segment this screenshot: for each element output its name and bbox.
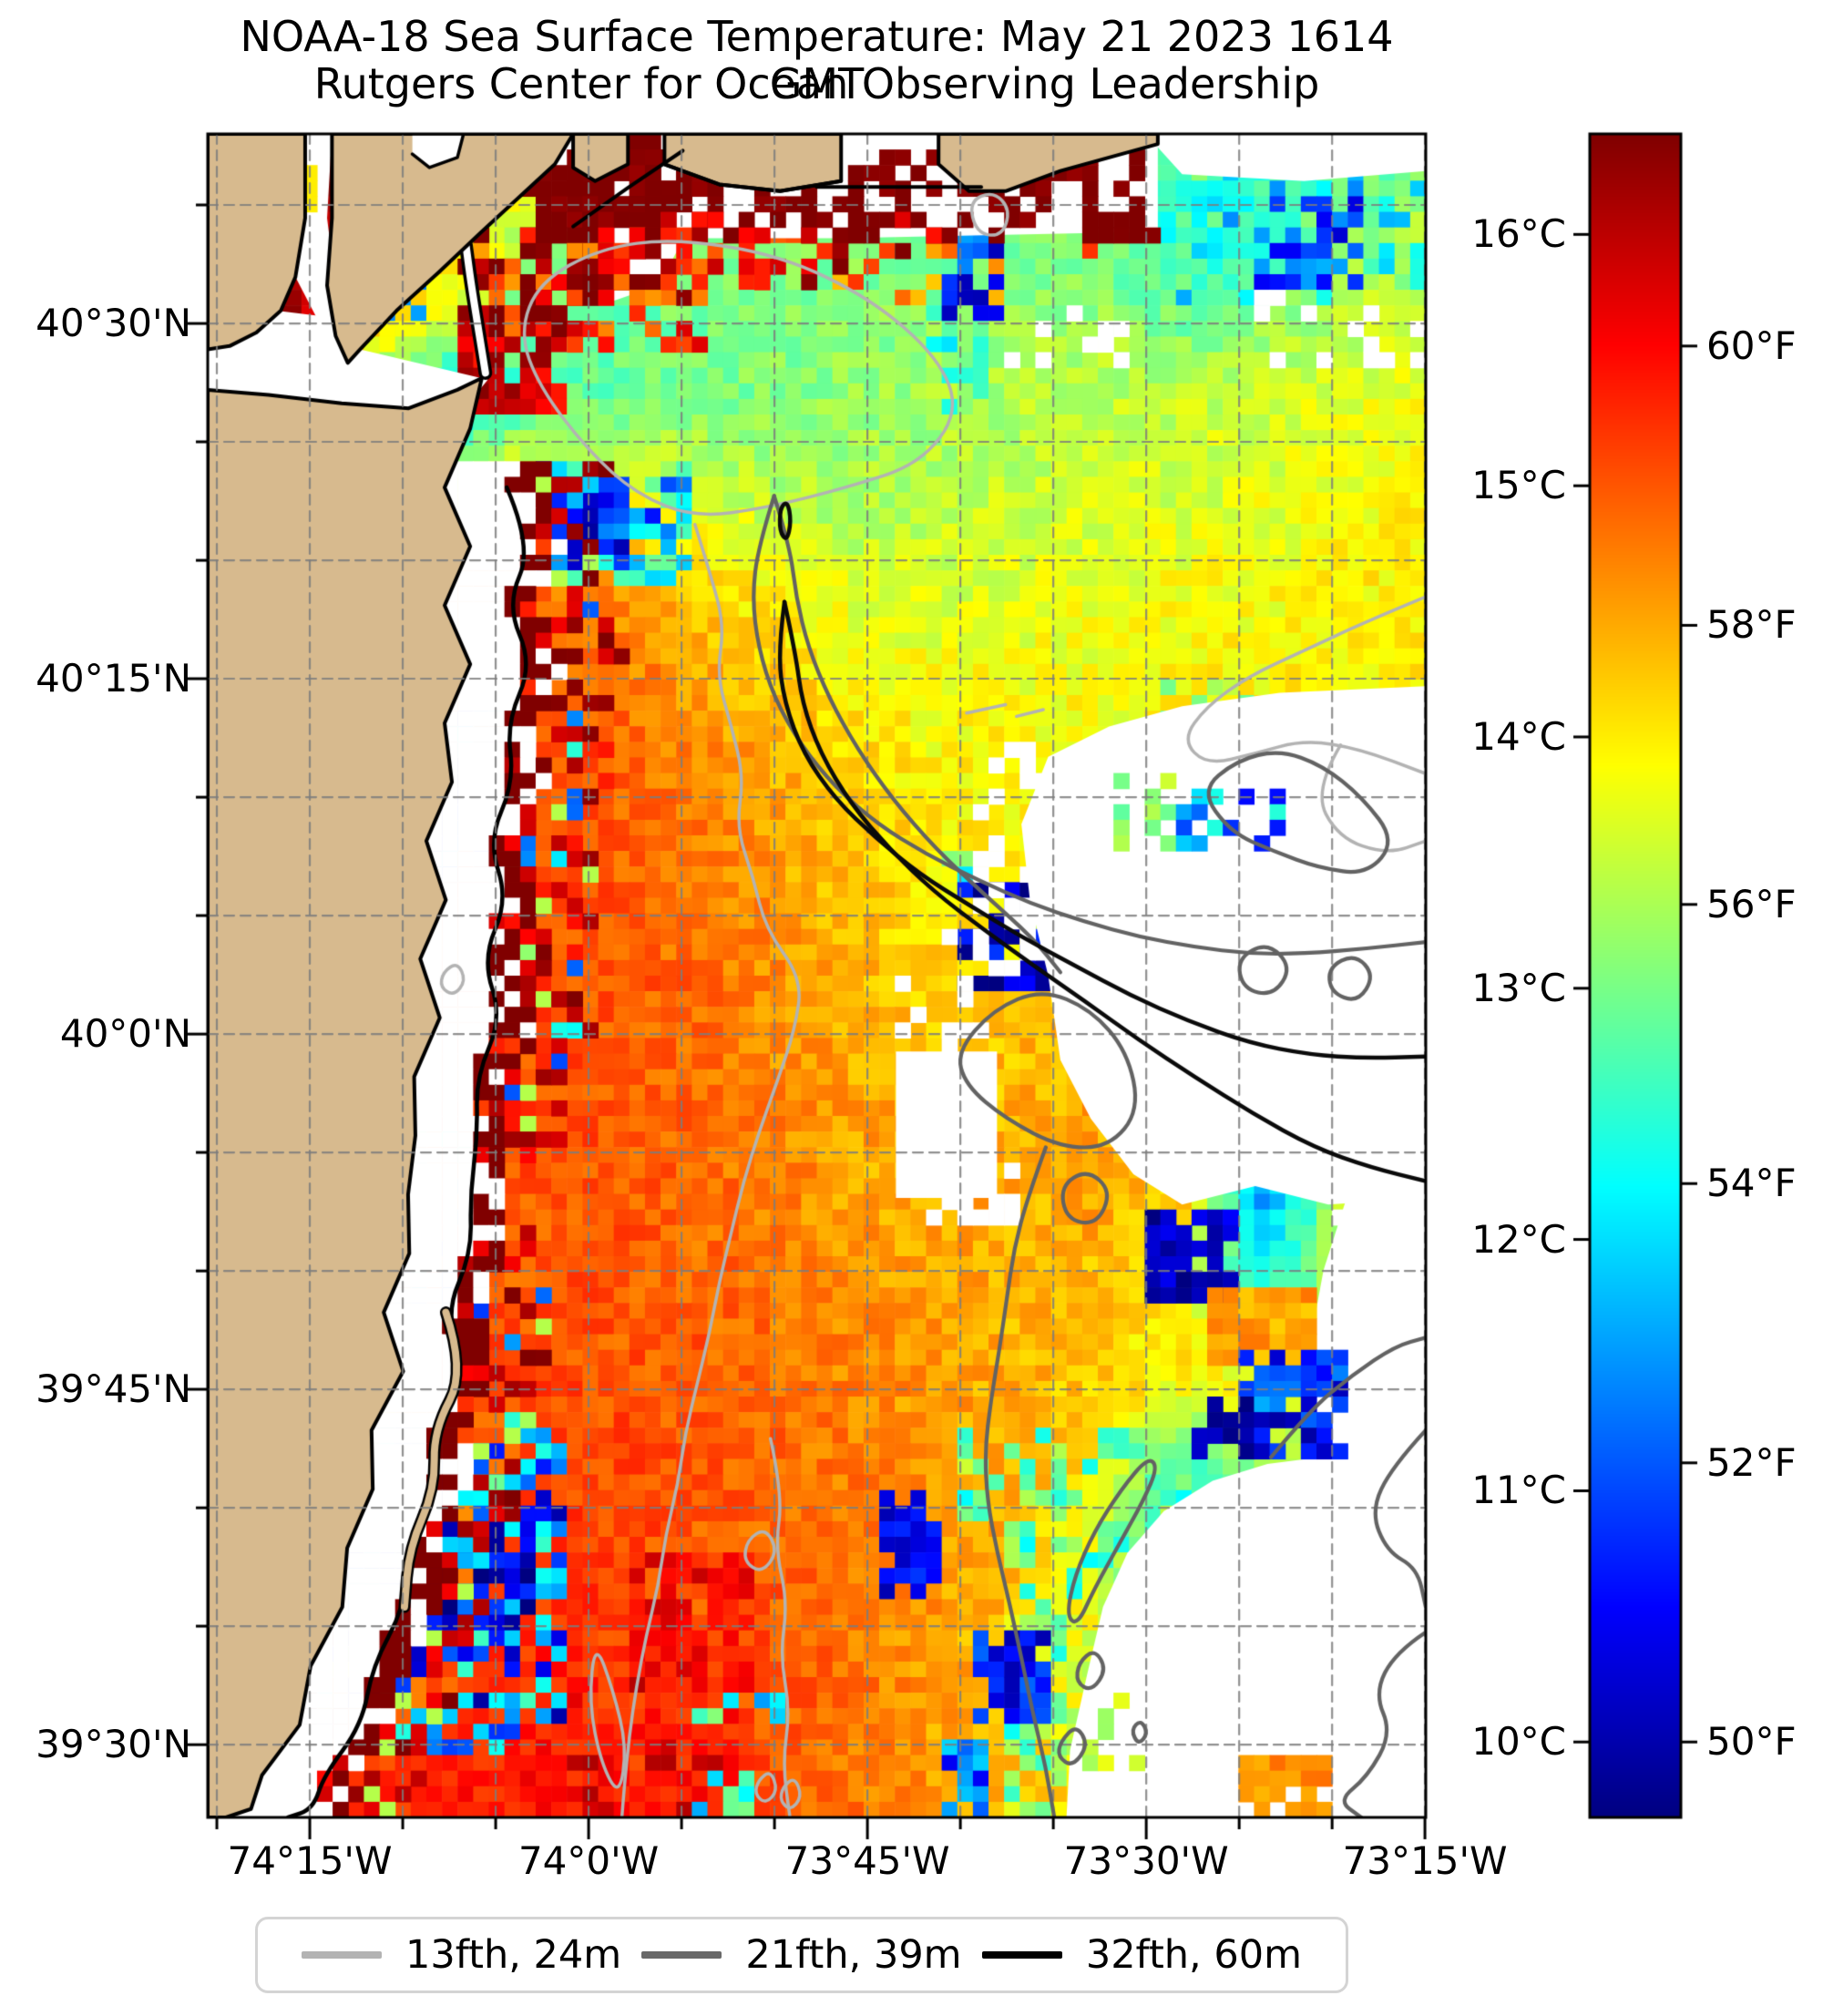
legend-label-32fth: 32fth, 60m bbox=[1085, 1932, 1302, 1978]
colorbar-celsius-label: 16°C bbox=[1471, 211, 1566, 257]
colorbar-celsius-label: 11°C bbox=[1471, 1468, 1566, 1513]
x-tick-label: 73°30'W bbox=[1063, 1838, 1229, 1883]
x-tick-label: 73°45'W bbox=[784, 1838, 950, 1883]
x-tick-label: 74°15'W bbox=[227, 1838, 393, 1883]
legend-label-21fth: 21fth, 39m bbox=[745, 1932, 962, 1978]
colorbar-fahrenheit-label: 54°F bbox=[1706, 1161, 1797, 1206]
x-tick-label: 74°0'W bbox=[517, 1838, 660, 1883]
figure-title-line2: Rutgers Center for Ocean Observing Leade… bbox=[313, 59, 1320, 108]
legend-item-32fth: 32fth, 60m bbox=[981, 1932, 1302, 1978]
colorbar-fahrenheit-label: 56°F bbox=[1706, 881, 1797, 926]
colorbar-celsius-label: 13°C bbox=[1471, 965, 1566, 1010]
colorbar-fahrenheit-label: 50°F bbox=[1706, 1719, 1797, 1765]
contour-21fth-line-swatch bbox=[641, 1951, 722, 1959]
legend-item-13fth: 13fth, 24m bbox=[302, 1933, 621, 1977]
colorbar-fahrenheit-label: 52°F bbox=[1706, 1439, 1797, 1485]
x-tick-label: 73°15'W bbox=[1342, 1838, 1508, 1883]
y-tick-label: 39°45'N bbox=[36, 1366, 191, 1412]
colorbar-celsius-label: 10°C bbox=[1471, 1719, 1566, 1765]
y-tick-label: 39°30'N bbox=[36, 1722, 191, 1767]
colorbar-celsius-label: 12°C bbox=[1471, 1216, 1566, 1262]
legend-item-21fth: 21fth, 39m bbox=[641, 1932, 962, 1978]
legend: 13fth, 24m 21fth, 39m 32fth, 60m bbox=[255, 1917, 1348, 1993]
figure-title-line1: NOAA-18 Sea Surface Temperature: May 21 … bbox=[240, 12, 1394, 108]
legend-label-13fth: 13fth, 24m bbox=[405, 1932, 622, 1978]
contour-13fth-line-swatch bbox=[302, 1951, 382, 1959]
colorbar-celsius-label: 15°C bbox=[1471, 463, 1566, 508]
y-tick-label: 40°15'N bbox=[36, 656, 191, 701]
colorbar-fahrenheit-label: 58°F bbox=[1706, 602, 1797, 648]
y-tick-label: 40°30'N bbox=[36, 301, 191, 346]
colorbar-celsius-label: 14°C bbox=[1471, 713, 1566, 759]
y-tick-label: 40°0'N bbox=[59, 1011, 191, 1057]
colorbar-fahrenheit-label: 60°F bbox=[1706, 322, 1797, 368]
contour-32fth-line-swatch bbox=[981, 1951, 1062, 1959]
